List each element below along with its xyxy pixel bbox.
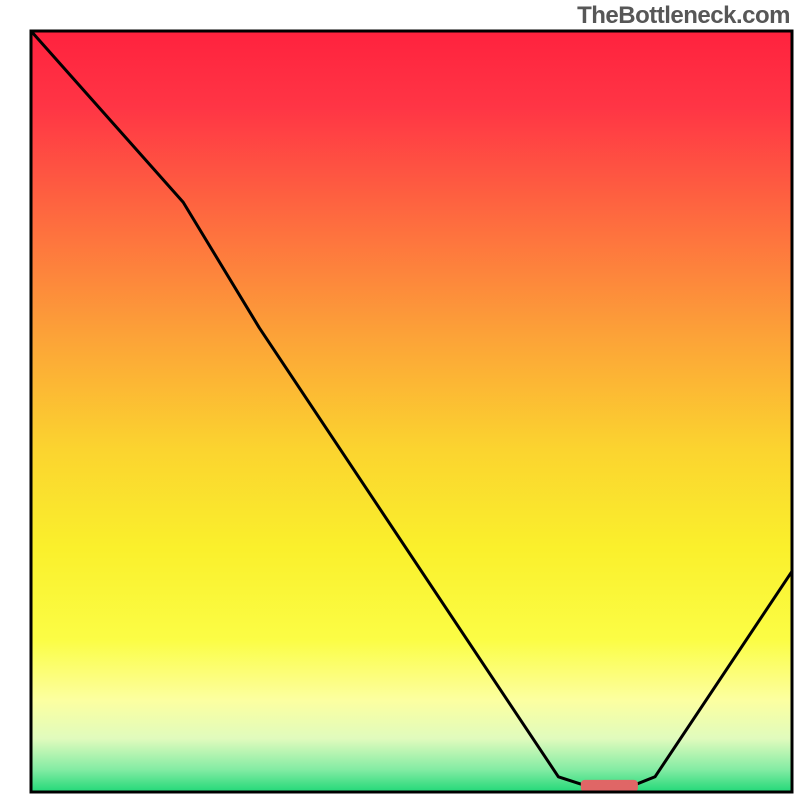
chart-stage: TheBottleneck.com bbox=[0, 0, 800, 800]
gradient-background bbox=[31, 31, 792, 792]
sweet-spot-marker bbox=[581, 780, 638, 792]
watermark-text: TheBottleneck.com bbox=[577, 2, 790, 30]
plot-area bbox=[31, 31, 792, 792]
bottleneck-chart bbox=[0, 0, 800, 800]
